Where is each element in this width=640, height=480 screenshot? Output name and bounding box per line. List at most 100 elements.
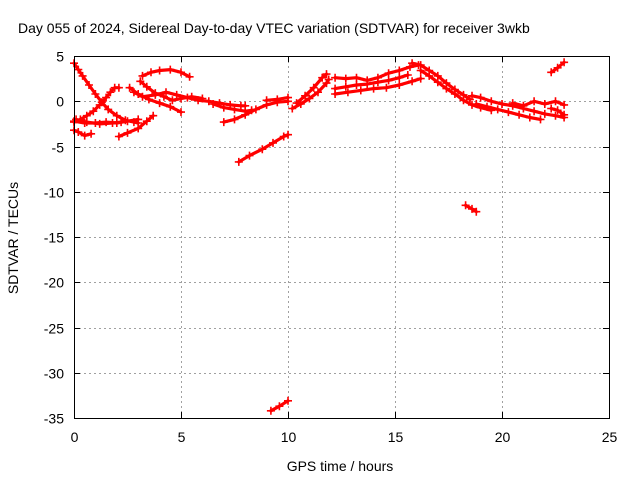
data-point [106,88,115,97]
data-point [74,128,83,136]
series-track-16 [288,75,333,113]
data-point [72,115,81,124]
series-track-23 [468,91,569,122]
data-point [301,91,310,100]
data-point [219,103,228,112]
data-point [493,105,502,114]
data-point [241,110,250,119]
y-tick-label: -10 [44,185,64,201]
data-point [147,68,155,77]
data-point [352,73,361,82]
data-point [305,94,314,103]
data-point [331,73,340,82]
data-point [341,74,350,83]
data-point [151,89,160,98]
series-track-2 [70,83,123,127]
data-point [369,84,378,93]
y-tick-label: 0 [56,94,64,110]
data-point [266,406,275,415]
data-point [162,88,170,97]
data-point [279,132,288,141]
data-point [172,90,181,99]
data-point [149,111,158,120]
data-point [89,107,98,116]
data-point [108,119,117,127]
data-point [352,81,361,89]
data-point [468,204,476,213]
data-point [198,94,207,103]
data-point [230,115,239,124]
data-point [442,84,451,93]
data-point [416,66,425,75]
series-line [410,61,472,101]
data-point [382,83,391,92]
series-track-9 [138,65,194,81]
x-tick-label: 10 [281,429,297,445]
data-point [551,97,560,106]
data-point [487,97,496,106]
data-point [275,402,284,411]
data-point [262,96,271,105]
data-point [384,69,393,78]
data-point [530,107,539,116]
data-point [177,108,185,117]
data-point [204,97,213,106]
series-track-10 [136,77,207,105]
y-axis-label: SDTVAR / TECUs [5,182,21,294]
data-point [82,118,91,127]
data-point [284,93,292,102]
data-point [433,78,442,87]
data-point [166,65,175,74]
data-point [78,71,87,80]
data-point [155,66,164,75]
data-point [288,104,297,113]
data-point [87,129,96,138]
data-point [560,58,569,67]
data-point [74,65,83,74]
series-track-19 [331,71,412,93]
series-track-15 [266,396,292,415]
data-point [547,68,556,77]
data-point [292,99,301,108]
data-point [461,201,470,210]
data-point [209,100,218,108]
data-point [553,63,562,72]
data-point [95,100,104,109]
data-point [134,124,143,133]
series-track-17 [292,70,331,108]
x-tick-label: 15 [388,429,404,445]
data-point [515,110,524,119]
data-point [251,105,260,114]
series-track-13 [262,93,292,105]
data-point [468,91,476,100]
data-point [234,157,243,166]
series-line [470,94,566,120]
data-point [322,70,331,79]
data-point [547,104,556,113]
y-tick-label: -15 [44,230,64,246]
data-point [472,207,481,216]
data-point [540,100,549,108]
data-point [155,99,164,108]
data-point [245,151,254,160]
series-line [72,128,93,138]
data-point [129,88,138,97]
y-tick-label: 5 [56,49,64,65]
grid [74,56,609,418]
data-point [341,82,350,91]
data-point [314,88,322,97]
data-layer [70,58,569,415]
series-track-6 [114,111,158,141]
series-track-22 [416,66,496,115]
data-point [230,105,239,114]
data-point [273,95,282,104]
series-line [72,61,140,125]
y-tick-labels: 5 0 -5 -10 -15 -20 -25 -30 -35 [44,49,64,427]
data-point [408,77,417,86]
data-point [331,90,340,98]
series-track-28 [547,58,569,77]
data-point [309,83,318,92]
data-point [123,117,132,126]
data-point [476,93,485,102]
series-line [237,133,290,164]
